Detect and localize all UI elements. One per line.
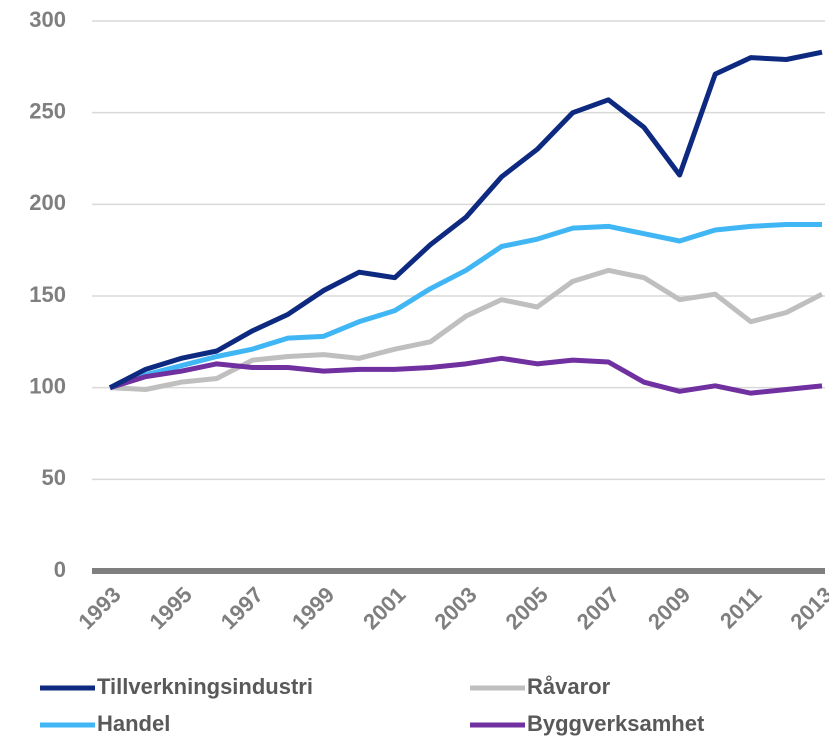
x-tick-label: 2009	[643, 582, 695, 634]
legend-label: Tillverkningsindustri	[97, 674, 313, 699]
x-tick-label: 1999	[287, 582, 339, 634]
x-tick-label: 2003	[429, 582, 481, 634]
x-tick-label: 1995	[145, 582, 197, 634]
legend-label: Handel	[97, 711, 170, 736]
legend-item: Råvaror	[470, 674, 611, 699]
x-tick-label: 2013	[785, 582, 829, 634]
x-tick-label: 2001	[358, 582, 410, 634]
x-tick-label: 1997	[216, 582, 268, 634]
x-tick-label: 1993	[73, 582, 125, 634]
y-tick-label: 250	[29, 98, 66, 123]
y-tick-label: 200	[29, 190, 66, 215]
y-tick-label: 150	[29, 282, 66, 307]
x-tick-label: 2007	[572, 582, 624, 634]
legend-item: Byggverksamhet	[470, 711, 705, 736]
y-tick-label: 0	[54, 557, 66, 582]
legend-item: Tillverkningsindustri	[40, 674, 313, 699]
legend-label: Råvaror	[527, 674, 611, 699]
y-tick-label: 100	[29, 373, 66, 398]
y-tick-label: 300	[29, 7, 66, 32]
legend-item: Handel	[40, 711, 170, 736]
series-line	[109, 267, 824, 392]
series-line	[109, 355, 823, 396]
x-tick-label: 2005	[501, 582, 553, 634]
series-line	[109, 222, 822, 391]
y-tick-label: 50	[42, 465, 66, 490]
series-line	[108, 49, 823, 390]
x-tick-label: 2011	[715, 582, 766, 633]
legend-label: Byggverksamhet	[527, 711, 705, 736]
